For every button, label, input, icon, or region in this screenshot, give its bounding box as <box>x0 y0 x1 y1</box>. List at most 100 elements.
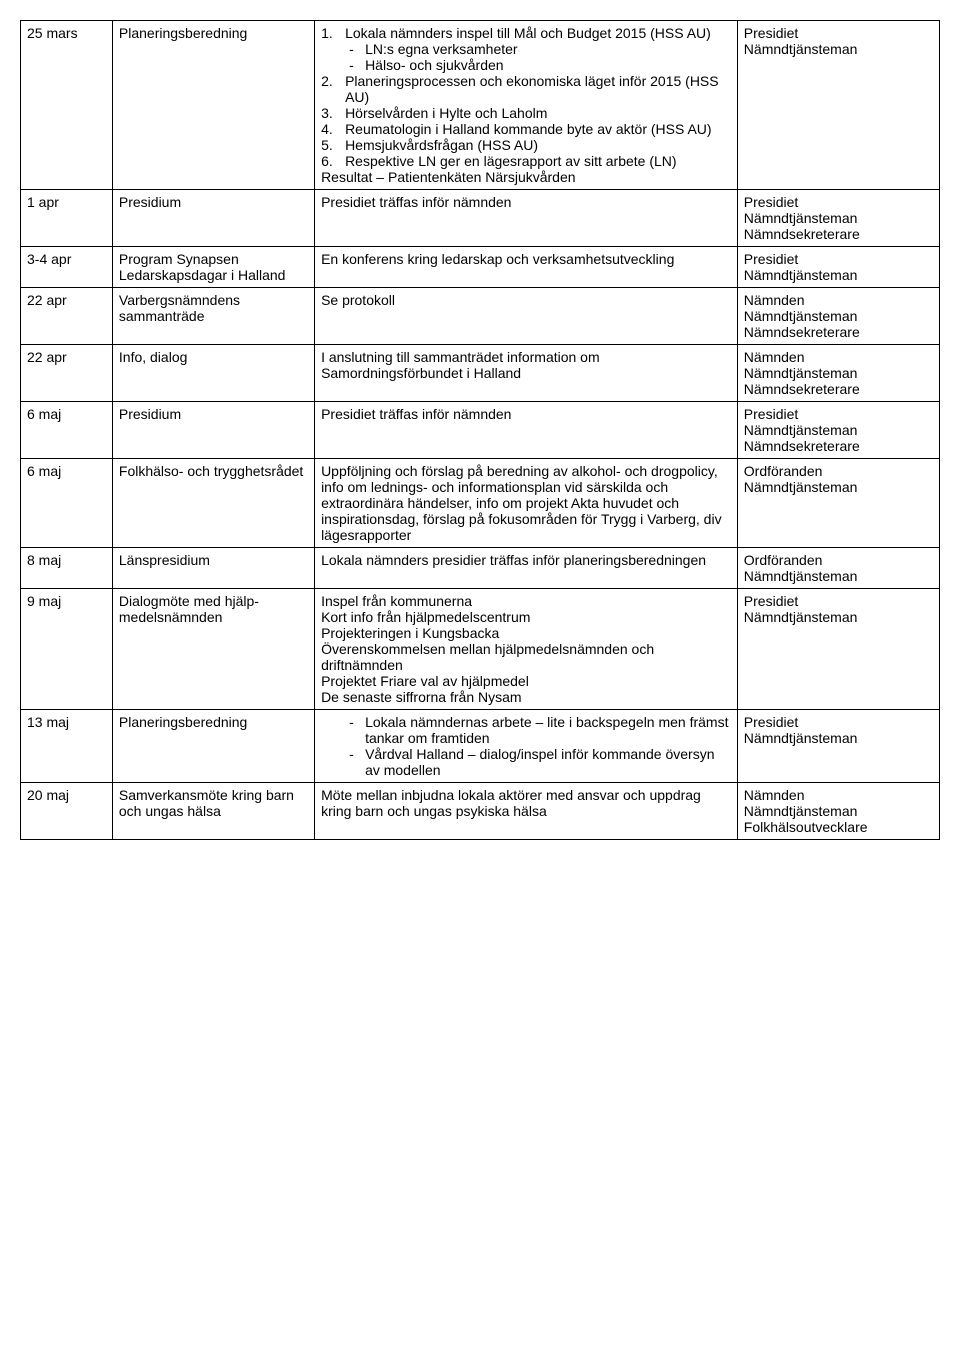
cell-desc: Se protokoll <box>315 288 738 345</box>
participant: Nämndtjänsteman <box>744 41 933 57</box>
dash-icon: - <box>349 57 359 73</box>
cell-date: 9 maj <box>21 589 113 710</box>
cell-participants: Nämnden Nämndtjänsteman Nämndsekreterare <box>737 288 939 345</box>
list-text: Lokala nämndernas arbete – lite i backsp… <box>365 714 731 746</box>
list-text: Lokala nämnders inspel till Mål och Budg… <box>345 25 711 41</box>
cell-activity: Program Synapsen Ledarskapsdagar i Halla… <box>112 247 314 288</box>
cell-desc: Presidiet träffas inför nämnden <box>315 402 738 459</box>
participant: Nämndtjänsteman <box>744 210 933 226</box>
participant: Nämndtjänsteman <box>744 308 933 324</box>
participant: Nämndsekreterare <box>744 226 933 242</box>
desc-line: De senaste siffrorna från Nysam <box>321 689 731 705</box>
list-text: Vårdval Halland – dialog/inspel inför ko… <box>365 746 731 778</box>
participant: Presidiet <box>744 714 933 730</box>
cell-activity: Planeringsberedning <box>112 21 314 190</box>
list-number: 3. <box>321 105 339 121</box>
participant: Nämndtjänsteman <box>744 609 933 625</box>
list-number: 5. <box>321 137 339 153</box>
desc-tail: Resultat – Patientenkäten Närsjukvården <box>321 169 731 185</box>
cell-activity: Planeringsberedning <box>112 710 314 783</box>
participant: Presidiet <box>744 593 933 609</box>
desc-line: Projektet Friare val av hjälpmedel <box>321 673 731 689</box>
cell-desc: -Lokala nämndernas arbete – lite i backs… <box>315 710 738 783</box>
table-row: 13 maj Planeringsberedning -Lokala nämnd… <box>21 710 940 783</box>
cell-date: 1 apr <box>21 190 113 247</box>
cell-participants: Presidiet Nämndtjänsteman <box>737 589 939 710</box>
cell-desc: Lokala nämnders presidier träffas inför … <box>315 548 738 589</box>
dash-icon: - <box>349 714 359 746</box>
table-row: 25 mars Planeringsberedning 1. Lokala näm… <box>21 21 940 190</box>
dash-icon: - <box>349 41 359 57</box>
list-text: Planeringsprocessen och ekonomiska läget… <box>345 73 731 105</box>
cell-date: 6 maj <box>21 459 113 548</box>
table-row: 6 maj Folkhälso- och trygghetsrådet Uppf… <box>21 459 940 548</box>
desc-line: Kort info från hjälpmedelscentrum <box>321 609 731 625</box>
cell-participants: Presidiet Nämndtjänsteman <box>737 21 939 190</box>
cell-participants: Ordföranden Nämndtjänsteman <box>737 548 939 589</box>
cell-activity: Presidium <box>112 402 314 459</box>
cell-participants: Presidiet Nämndtjänsteman Nämndsekretera… <box>737 402 939 459</box>
cell-activity: Folkhälso- och trygghetsrådet <box>112 459 314 548</box>
participant: Presidiet <box>744 406 933 422</box>
table-row: 6 maj Presidium Presidiet träffas inför … <box>21 402 940 459</box>
table-row: 3-4 apr Program Synapsen Ledarskapsdagar… <box>21 247 940 288</box>
table-row: 9 maj Dialogmöte med hjälp­medelsnämnden… <box>21 589 940 710</box>
participant: Nämnden <box>744 787 933 803</box>
desc-line: Överenskommelsen mellan hjälpmedelsnämnd… <box>321 641 731 673</box>
table-row: 8 maj Länspresidium Lokala nämnders pres… <box>21 548 940 589</box>
list-text: LN:s egna verksamheter <box>365 41 518 57</box>
cell-activity: Samverkansmöte kring barn och ungas häls… <box>112 783 314 840</box>
list-number: 4. <box>321 121 339 137</box>
participant: Nämndtjänsteman <box>744 365 933 381</box>
cell-desc: Möte mellan inbjudna lokala aktörer med … <box>315 783 738 840</box>
cell-date: 6 maj <box>21 402 113 459</box>
cell-date: 3-4 apr <box>21 247 113 288</box>
cell-date: 8 maj <box>21 548 113 589</box>
cell-desc: Inspel från kommunerna Kort info från hj… <box>315 589 738 710</box>
cell-activity: Presidium <box>112 190 314 247</box>
participant: Presidiet <box>744 194 933 210</box>
table-row: 22 apr Info, dialog I anslutning till sa… <box>21 345 940 402</box>
participant: Nämndsekreterare <box>744 324 933 340</box>
participant: Ordföranden <box>744 552 933 568</box>
list-text: Hemsjukvårdsfrågan (HSS AU) <box>345 137 538 153</box>
cell-desc: I anslutning till sammanträdet informati… <box>315 345 738 402</box>
cell-participants: Presidiet Nämndtjänsteman <box>737 247 939 288</box>
cell-date: 20 maj <box>21 783 113 840</box>
list-text: Respektive LN ger en lägesrapport av sit… <box>345 153 677 169</box>
participant: Nämndtjänsteman <box>744 730 933 746</box>
cell-participants: Presidiet Nämndtjänsteman <box>737 710 939 783</box>
participant: Nämndtjänsteman <box>744 568 933 584</box>
table-row: 1 apr Presidium Presidiet träffas inför … <box>21 190 940 247</box>
participant: Folkhälsoutvecklare <box>744 819 933 835</box>
cell-activity: Info, dialog <box>112 345 314 402</box>
participant: Presidiet <box>744 251 933 267</box>
cell-participants: Nämnden Nämndtjänsteman Nämndsekreterare <box>737 345 939 402</box>
cell-desc: Presidiet träffas inför nämnden <box>315 190 738 247</box>
participant: Nämndtjänsteman <box>744 803 933 819</box>
cell-participants: Presidiet Nämndtjänsteman Nämndsekretera… <box>737 190 939 247</box>
cell-activity: Varbergsnämndens sammanträde <box>112 288 314 345</box>
participant: Nämndsekreterare <box>744 381 933 397</box>
cell-desc: Uppföljning och förslag på beredning av … <box>315 459 738 548</box>
participant: Nämndsekreterare <box>744 438 933 454</box>
table-row: 22 apr Varbergsnämndens sammanträde Se p… <box>21 288 940 345</box>
participant: Nämndtjänsteman <box>744 422 933 438</box>
cell-activity: Länspresidium <box>112 548 314 589</box>
participant: Presidiet <box>744 25 933 41</box>
participant: Nämnden <box>744 349 933 365</box>
participant: Nämnden <box>744 292 933 308</box>
dash-icon: - <box>349 746 359 778</box>
cell-participants: Nämnden Nämndtjänsteman Folkhälsoutveckl… <box>737 783 939 840</box>
list-text: Hörselvården i Hylte och Laholm <box>345 105 547 121</box>
participant: Nämndtjänsteman <box>744 479 933 495</box>
list-text: Reumatologin i Halland kommande byte av … <box>345 121 712 137</box>
table-row: 20 maj Samverkansmöte kring barn och ung… <box>21 783 940 840</box>
cell-date: 25 mars <box>21 21 113 190</box>
participant: Ordföranden <box>744 463 933 479</box>
cell-date: 13 maj <box>21 710 113 783</box>
cell-desc: En konferens kring ledarskap och verksam… <box>315 247 738 288</box>
participant: Nämndtjänsteman <box>744 267 933 283</box>
cell-date: 22 apr <box>21 288 113 345</box>
list-number: 1. <box>321 25 339 41</box>
